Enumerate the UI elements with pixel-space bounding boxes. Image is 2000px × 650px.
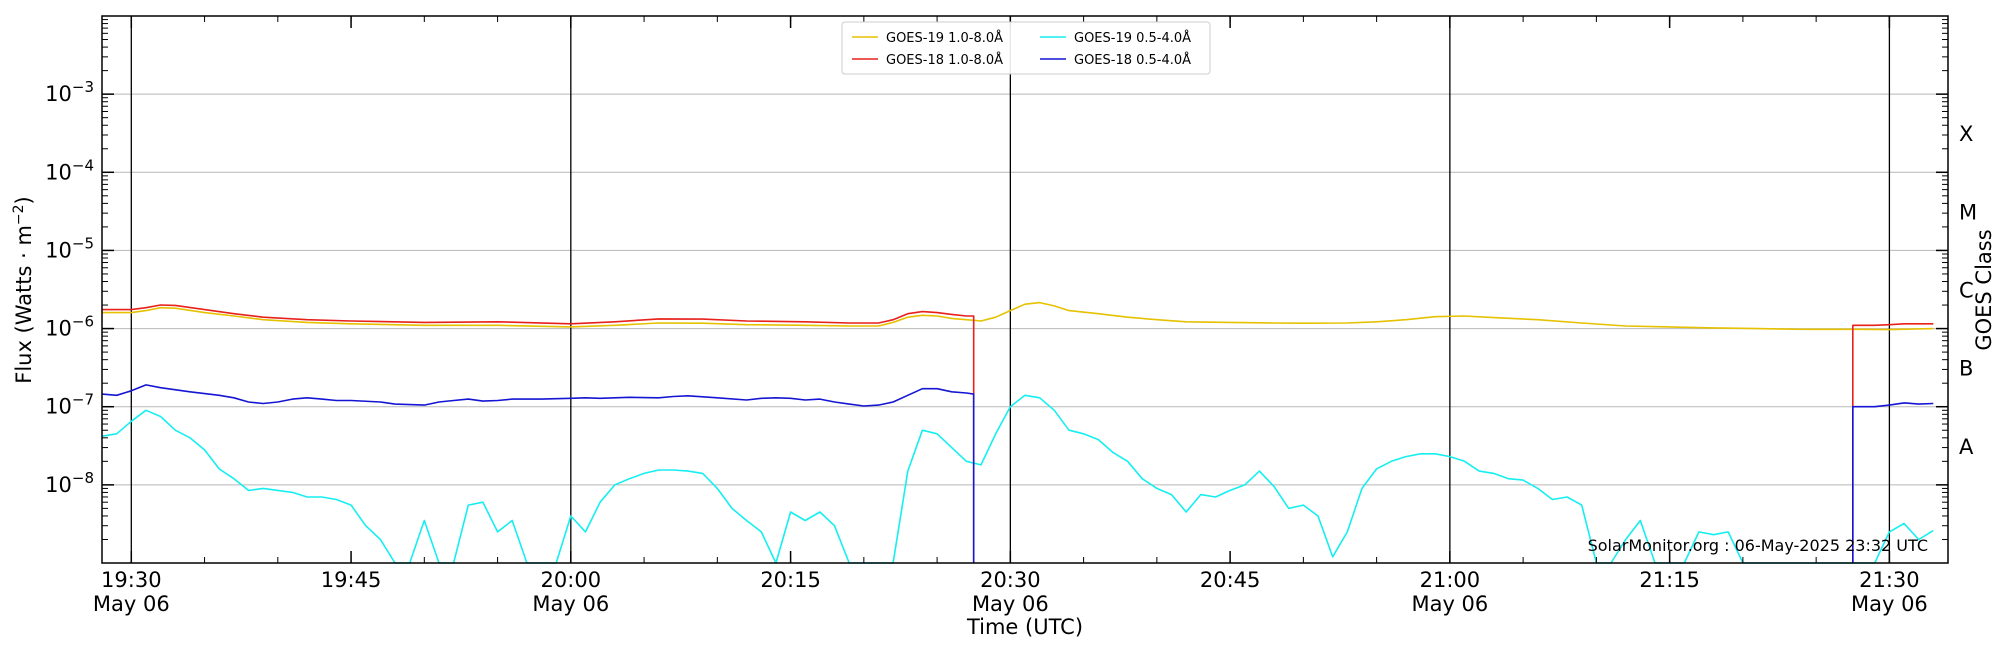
legend-label: GOES-19 1.0-8.0Å	[886, 30, 1003, 46]
legend-label: GOES-18 1.0-8.0Å	[886, 52, 1003, 68]
x-tick-label: 20:30	[980, 568, 1041, 592]
series-line-segment	[1852, 322, 1934, 563]
horizontal-grid	[102, 93, 1948, 486]
y-tick-label: 10−4	[45, 156, 94, 184]
y-axis-label: Flux (Watts · m−2)	[11, 196, 36, 384]
y-tick-label: 10−6	[45, 313, 94, 341]
solarmonitor-credit: SolarMonitor.org : 06-May-2025 23:32 UTC	[1588, 536, 1928, 555]
x-tick-label: 19:45	[321, 568, 382, 592]
x-tick-date-label: May 06	[93, 592, 170, 616]
legend-label: GOES-18 0.5-4.0Å	[1074, 52, 1191, 68]
x-tick-label: 20:45	[1200, 568, 1261, 592]
y-tick-label: 10−8	[45, 469, 94, 497]
y-axis-title: Flux (Watts · m−2)	[11, 196, 36, 384]
plot-frame	[101, 15, 1949, 564]
y-tick-label: 10−3	[45, 78, 94, 106]
data-series	[101, 301, 1934, 564]
day-vertical-lines	[130, 16, 1891, 563]
x-tick-label: 19:30	[101, 568, 162, 592]
goes-class-label: C	[1959, 279, 1974, 303]
x-tick-date-label: May 06	[1411, 592, 1488, 616]
x-tick-date-label: May 06	[532, 592, 609, 616]
goes-class-label: X	[1959, 122, 1973, 146]
goes-class-label: A	[1959, 435, 1974, 459]
x-tick-label: 21:00	[1420, 568, 1481, 592]
series-line-segment	[1852, 402, 1934, 563]
x-tick-label: 21:30	[1859, 568, 1920, 592]
goes-class-label: B	[1959, 357, 1973, 381]
series-line	[101, 384, 975, 563]
x-axis-label: Time (UTC)	[966, 615, 1083, 639]
series-line	[102, 301, 1934, 331]
x-tick-date-label: May 06	[1851, 592, 1928, 616]
legend-box	[841, 21, 1211, 75]
series-line	[102, 304, 975, 563]
y-tick-label: 10−5	[45, 234, 94, 262]
goes-class-label: M	[1959, 200, 1977, 224]
x-tick-label: 21:15	[1639, 568, 1700, 592]
x-tick-label: 20:15	[760, 568, 821, 592]
legend-label: GOES-19 0.5-4.0Å	[1074, 30, 1191, 46]
legend: GOES-19 1.0-8.0Å GOES-18 1.0-8.0Å GOES-19 …	[841, 21, 1211, 75]
y-tick-label: 10−7	[45, 391, 94, 419]
x-tick-date-label: May 06	[972, 592, 1049, 616]
goes-class-axis-label: GOES Class	[1972, 229, 1996, 350]
x-tick-label: 20:00	[541, 568, 602, 592]
